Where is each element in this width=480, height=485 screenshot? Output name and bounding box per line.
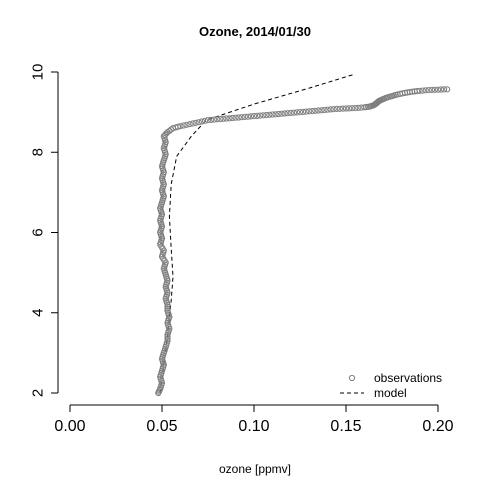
observation-point xyxy=(352,105,359,112)
observation-point xyxy=(293,109,300,116)
observation-point xyxy=(238,114,245,121)
observation-point xyxy=(192,119,199,126)
chart-title: Ozone, 2014/01/30 xyxy=(199,24,311,39)
observation-point xyxy=(416,87,423,95)
observation-point xyxy=(333,105,340,113)
legend-observations-symbol xyxy=(348,374,356,382)
observation-point xyxy=(164,337,171,344)
observation-point xyxy=(346,105,353,112)
x-tick-label: 0.00 xyxy=(54,418,85,435)
observation-point xyxy=(254,112,261,120)
observation-point xyxy=(241,113,248,121)
observation-point xyxy=(164,303,171,310)
observation-point xyxy=(164,333,171,340)
y-tick-label: 6 xyxy=(30,228,47,236)
x-tick-label: 0.05 xyxy=(146,418,177,435)
observation-point xyxy=(306,108,313,115)
y-tick-label: 8 xyxy=(30,148,47,156)
observation-point xyxy=(232,114,239,121)
x-axis-label: ozone [ppmv] xyxy=(219,462,291,476)
legend-observations-label: observations xyxy=(374,371,442,385)
observation-point xyxy=(438,86,445,93)
observation-point xyxy=(349,105,356,112)
observation-point xyxy=(342,105,350,112)
observation-point xyxy=(315,107,322,114)
observation-point xyxy=(244,113,251,120)
x-tick-label: 0.15 xyxy=(330,418,361,435)
observation-point xyxy=(164,335,171,342)
observation-point xyxy=(324,106,331,113)
observation-point xyxy=(220,115,227,122)
observation-point xyxy=(257,112,264,119)
observation-point xyxy=(229,114,236,122)
observation-point xyxy=(177,123,184,130)
observation-point xyxy=(198,118,205,125)
observation-point xyxy=(164,305,171,312)
observation-point xyxy=(195,119,202,126)
observation-point xyxy=(321,106,328,114)
y-tick-label: 2 xyxy=(30,389,47,397)
observation-point xyxy=(330,106,337,113)
observation-point xyxy=(296,109,304,116)
observation-point xyxy=(217,116,224,123)
observation-point xyxy=(339,105,346,112)
observation-point xyxy=(284,110,291,117)
observation-point xyxy=(419,87,426,94)
observation-point xyxy=(355,104,362,111)
observation-point xyxy=(214,116,221,123)
observation-point xyxy=(444,86,451,93)
x-tick-label: 0.10 xyxy=(238,418,269,435)
observation-point xyxy=(441,86,448,93)
observation-point xyxy=(247,113,254,120)
observation-point xyxy=(260,112,267,119)
observation-point xyxy=(312,107,319,114)
observation-point xyxy=(303,108,310,115)
observation-point xyxy=(275,110,282,118)
x-tick-label: 0.20 xyxy=(422,418,453,435)
observation-point xyxy=(211,116,218,123)
observation-point xyxy=(269,111,276,118)
observation-point xyxy=(425,87,432,94)
observation-point xyxy=(180,122,187,129)
observation-point xyxy=(327,106,334,113)
observation-point xyxy=(201,117,208,124)
observation-point xyxy=(422,87,429,94)
observation-point xyxy=(164,307,171,314)
observation-point xyxy=(223,115,230,122)
observation-point xyxy=(336,105,343,112)
observation-point xyxy=(278,110,285,117)
observation-point xyxy=(204,117,212,124)
observation-point xyxy=(434,86,442,93)
observation-point xyxy=(174,123,181,130)
observation-point xyxy=(189,120,196,127)
legend-model-label: model xyxy=(374,386,407,400)
observation-point xyxy=(183,121,190,128)
observation-point xyxy=(290,109,297,116)
observation-point xyxy=(287,109,294,117)
observation-point xyxy=(272,111,279,118)
observation-point xyxy=(318,107,325,114)
observation-point xyxy=(226,115,233,122)
observation-point xyxy=(300,108,307,116)
y-tick-label: 4 xyxy=(30,309,47,317)
observation-point xyxy=(281,110,288,117)
observation-point xyxy=(235,114,242,121)
observation-point xyxy=(250,113,258,120)
axes: 0.00 0.05 0.10 0.15 0.20 2 4 6 8 10 xyxy=(30,64,454,435)
observation-point xyxy=(428,86,435,94)
observation-point xyxy=(186,121,193,128)
observation-point xyxy=(208,116,215,124)
observation-point xyxy=(431,86,438,93)
series-observations xyxy=(155,86,451,397)
observation-point xyxy=(263,112,270,119)
observation-point xyxy=(266,111,273,118)
y-tick-label: 10 xyxy=(30,64,47,81)
observation-point xyxy=(309,108,316,115)
